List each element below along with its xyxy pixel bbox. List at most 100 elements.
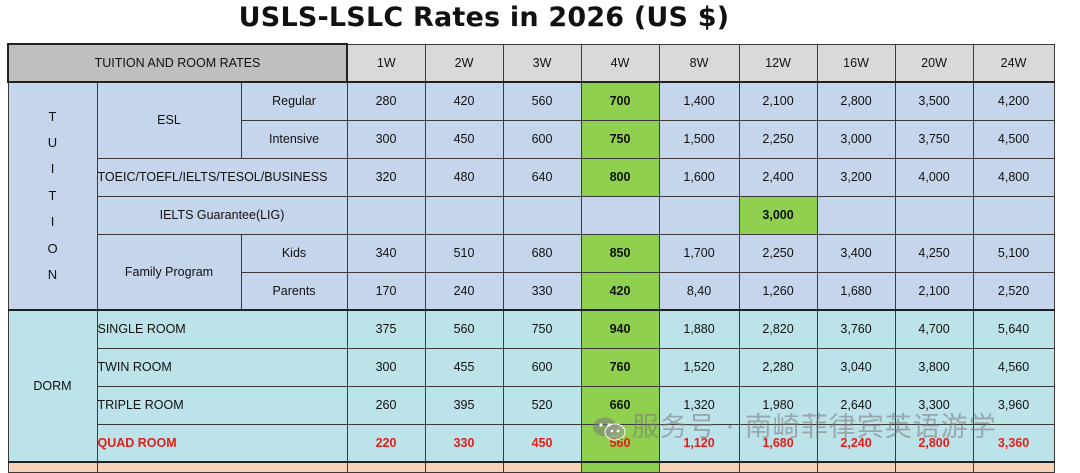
rate-cell: 4,700 — [894, 309, 974, 349]
rate-cell-highlight: 800 — [580, 157, 660, 197]
rate-cell: 220 — [346, 423, 426, 463]
rate-cell: 1,260 — [738, 271, 818, 311]
rate-cell: 170 — [346, 271, 426, 311]
rate-cell: 3,400 — [816, 233, 896, 273]
rate-cell: 3,800 — [894, 347, 974, 387]
rate-cell: 2,640 — [816, 385, 896, 425]
rate-cell: 3,960 — [972, 385, 1055, 425]
wechat-icon — [592, 416, 626, 442]
rate-cell: 2,100 — [738, 81, 818, 121]
rate-cell: 2,250 — [738, 233, 818, 273]
rate-cell: 240 — [424, 271, 504, 311]
table-row: Parents 170 240 330 420 8,40 1,260 1,680… — [8, 271, 1055, 311]
rate-cell: 280 — [346, 81, 426, 121]
rate-cell: 450 — [424, 119, 504, 159]
rate-cell-empty — [894, 195, 974, 235]
header-row: TUITION AND ROOM RATES 1W 2W 3W 4W 8W 12… — [6, 43, 1055, 83]
rate-cell: 3,750 — [894, 119, 974, 159]
table-row: TOEIC/TOEFL/IELTS/TESOL/BUSINESS 320 480… — [8, 157, 1055, 197]
rate-cell: 560 — [502, 81, 582, 121]
rate-cell: 1,700 — [658, 233, 740, 273]
partial-cell — [972, 461, 1055, 473]
rate-cell: 1,400 — [658, 81, 740, 121]
rate-cell: 2,800 — [894, 423, 974, 463]
rate-cell: 3,000 — [816, 119, 896, 159]
table-row: IELTS Guarantee(LIG) 3,000 — [8, 195, 1055, 235]
watermark-text: 服务号 · 南崎菲律宾英语游学 — [632, 412, 997, 443]
table-row: TWIN ROOM 300 455 600 760 1,520 2,280 3,… — [8, 347, 1055, 387]
rate-cell: 330 — [502, 271, 582, 311]
rate-cell: 340 — [346, 233, 426, 273]
rate-cell-empty — [658, 195, 740, 235]
rate-cell: 330 — [424, 423, 504, 463]
rate-cell: 2,100 — [894, 271, 974, 311]
rate-cell: 4,560 — [972, 347, 1055, 387]
rate-cell: 375 — [346, 309, 426, 349]
rate-cell: 1,880 — [658, 309, 740, 349]
rate-cell: 750 — [502, 309, 582, 349]
header-week: 24W — [972, 43, 1055, 83]
rate-cell: 8,40 — [658, 271, 740, 311]
rate-cell: 300 — [346, 347, 426, 387]
rate-cell-highlight: 760 — [580, 347, 660, 387]
row-label: QUAD ROOM — [96, 423, 348, 463]
row-label: SINGLE ROOM — [96, 309, 348, 349]
rate-cell-empty — [424, 195, 504, 235]
rate-cell: 450 — [502, 423, 582, 463]
rate-cell: 600 — [502, 119, 582, 159]
rate-cell-highlight: 750 — [580, 119, 660, 159]
header-main: TUITION AND ROOM RATES — [6, 43, 349, 83]
rate-cell: 1,680 — [738, 423, 818, 463]
rate-cell-empty — [502, 195, 582, 235]
rate-cell-highlight: 940 — [580, 309, 660, 349]
header-week: 3W — [502, 43, 582, 83]
rate-cell: 4,200 — [972, 81, 1055, 121]
rate-cell: 300 — [346, 119, 426, 159]
partial-cell — [346, 461, 426, 473]
table-row: Family Program Kids 340 510 680 850 1,70… — [8, 233, 1055, 311]
partial-cell — [816, 461, 896, 473]
rate-cell: 455 — [424, 347, 504, 387]
rate-cell: 3,040 — [816, 347, 896, 387]
rate-cell-highlight: 850 — [580, 233, 660, 273]
rate-cell: 560 — [424, 309, 504, 349]
row-label: Regular — [240, 81, 348, 121]
rate-cell-highlight: 420 — [580, 271, 660, 311]
rate-cell: 1,500 — [658, 119, 740, 159]
row-label: Kids — [240, 233, 348, 273]
partial-cell — [502, 461, 582, 473]
table-row: TRIPLE ROOM 260 395 520 660 1,320 1,980 … — [8, 385, 1055, 425]
rate-cell: 2,250 — [738, 119, 818, 159]
rate-cell-empty — [972, 195, 1055, 235]
row-label: TOEIC/TOEFL/IELTS/TESOL/BUSINESS — [96, 157, 348, 197]
dorm-section-label: DORM — [7, 309, 98, 463]
rate-cell: 395 — [424, 385, 504, 425]
row-label: Intensive — [240, 119, 348, 159]
rate-cell: 420 — [424, 81, 504, 121]
header-week: 20W — [894, 43, 974, 83]
partial-cell — [738, 461, 818, 473]
row-label: IELTS Guarantee(LIG) — [96, 195, 348, 235]
rate-cell-empty — [580, 195, 660, 235]
header-week: 16W — [816, 43, 896, 83]
rate-cell: 4,250 — [894, 233, 974, 273]
rate-cell: 510 — [424, 233, 504, 273]
rate-cell: 520 — [502, 385, 582, 425]
rate-cell: 2,820 — [738, 309, 818, 349]
row-label: Parents — [240, 271, 348, 311]
rate-cell-highlight: 660 — [580, 385, 660, 425]
table-row-partial — [7, 461, 1055, 473]
table-row: DORM SINGLE ROOM 375 560 750 940 1,880 2… — [7, 309, 1055, 463]
rate-cell: 5,640 — [972, 309, 1055, 349]
partial-cell — [658, 461, 740, 473]
rate-cell: 4,800 — [972, 157, 1055, 197]
rate-cell: 1,600 — [658, 157, 740, 197]
partial-cell — [96, 461, 348, 473]
rates-table: TUITION AND ROOM RATES 1W 2W 3W 4W 8W 12… — [6, 43, 1055, 473]
row-label: TWIN ROOM — [96, 347, 348, 387]
rate-cell-highlight: 700 — [580, 81, 660, 121]
header-week: 2W — [424, 43, 504, 83]
rate-cell: 320 — [346, 157, 426, 197]
